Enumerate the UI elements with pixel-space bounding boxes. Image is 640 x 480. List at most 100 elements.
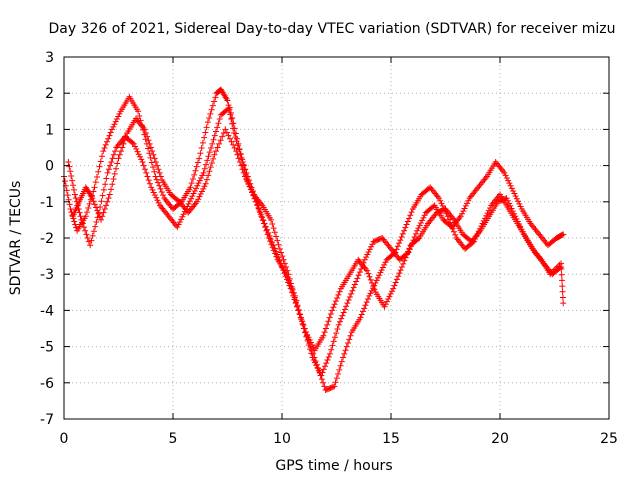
- data-point: [167, 191, 182, 204]
- data-point: [486, 200, 500, 220]
- data-point: [241, 173, 256, 195]
- data-point: [374, 259, 389, 281]
- y-axis-label: SDTVAR / TECUs: [8, 181, 24, 296]
- data-point: [414, 212, 428, 234]
- tick-layer: 0 5 10 15 20 25 -7 -6 -5 -4 -3 -2 -1 0 1 2 3: [40, 50, 618, 447]
- data-point: [285, 271, 300, 306]
- data-point: [78, 216, 92, 245]
- data-point: [204, 94, 219, 126]
- data-point: [346, 258, 361, 278]
- y-tick-label: -3: [40, 267, 54, 283]
- data-point: [126, 93, 140, 113]
- data-point: [159, 177, 173, 196]
- data-point: [370, 235, 385, 245]
- data-point: [65, 158, 77, 193]
- data-point: [510, 187, 524, 210]
- data-point: [518, 206, 533, 225]
- data-point: [560, 300, 567, 307]
- data-point: [459, 231, 474, 244]
- data-point: [174, 208, 188, 231]
- data-point: [538, 256, 552, 276]
- data-point: [302, 329, 317, 351]
- data-point: [152, 173, 167, 199]
- data-point: [98, 195, 112, 223]
- data-point: [547, 261, 563, 278]
- data-point: [211, 130, 227, 158]
- data-point: [348, 316, 363, 336]
- data-point: [202, 155, 217, 187]
- data-point: [106, 160, 121, 198]
- data-point: [113, 135, 127, 151]
- data-point: [259, 202, 273, 221]
- data-point: [425, 211, 439, 227]
- data-point: [185, 200, 199, 216]
- data-point: [252, 198, 267, 224]
- data-layer: [61, 86, 567, 394]
- data-point: [527, 220, 541, 236]
- data-point: [442, 206, 456, 222]
- data-point: [217, 86, 230, 102]
- data-point: [165, 213, 180, 229]
- data-point: [457, 197, 472, 220]
- data-point: [364, 267, 378, 293]
- data-point: [409, 193, 424, 213]
- data-point: [270, 242, 284, 267]
- data-point: [69, 200, 82, 220]
- data-point: [372, 289, 387, 308]
- data-point: [468, 229, 483, 245]
- data-point: [150, 151, 164, 180]
- data-point: [294, 303, 308, 332]
- data-point: [392, 230, 406, 256]
- data-point: [560, 231, 567, 238]
- data-point: [390, 267, 404, 292]
- data-point: [536, 231, 550, 247]
- data-point: [100, 129, 114, 155]
- y-tick-label: 3: [45, 50, 54, 66]
- data-point: [553, 231, 566, 241]
- data-point: [261, 220, 276, 246]
- data-point: [235, 140, 249, 178]
- data-point: [422, 203, 437, 216]
- data-point: [331, 358, 345, 390]
- data-point: [383, 250, 398, 263]
- data-point: [74, 215, 88, 234]
- y-tick-label: -6: [40, 376, 54, 392]
- data-point: [226, 104, 241, 142]
- grid-layer: [64, 57, 609, 419]
- y-tick-label: -2: [40, 231, 54, 247]
- data-point: [407, 236, 422, 249]
- data-point: [440, 216, 454, 230]
- series-track-3: [69, 115, 567, 354]
- data-point: [196, 124, 210, 162]
- data-point: [492, 158, 507, 175]
- data-point: [512, 213, 526, 235]
- data-point: [357, 296, 371, 321]
- x-tick-label: 5: [169, 431, 178, 447]
- data-point: [344, 281, 358, 307]
- x-tick-label: 0: [60, 431, 69, 447]
- data-point: [279, 263, 293, 289]
- x-tick-label: 25: [600, 431, 618, 447]
- data-point: [276, 245, 291, 274]
- data-point: [544, 236, 559, 249]
- x-tick-label: 20: [491, 431, 509, 447]
- data-point: [466, 185, 480, 202]
- data-point: [141, 126, 156, 155]
- x-tick-label: 15: [382, 431, 400, 447]
- data-point: [89, 195, 103, 220]
- data-point: [132, 115, 147, 131]
- data-point: [520, 231, 535, 250]
- data-point: [108, 110, 123, 133]
- data-point: [379, 235, 393, 251]
- data-point: [200, 145, 214, 176]
- y-tick-label: 0: [45, 159, 54, 175]
- data-point: [191, 172, 206, 194]
- data-point: [451, 216, 465, 236]
- data-point: [104, 148, 119, 176]
- data-point: [193, 183, 208, 205]
- data-point: [483, 161, 498, 180]
- data-point: [529, 245, 544, 262]
